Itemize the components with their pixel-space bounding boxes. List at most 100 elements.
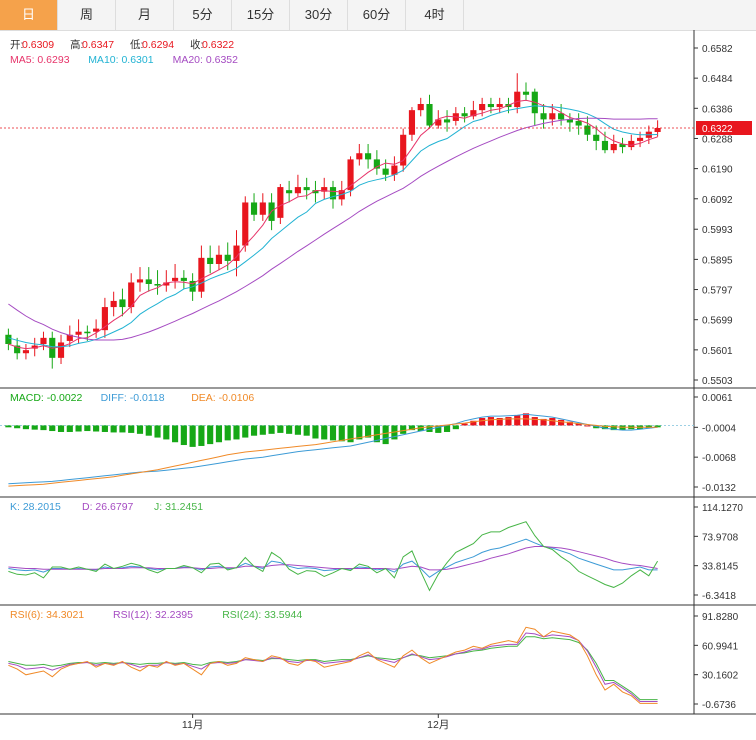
macd-bar	[382, 425, 389, 445]
candle-body	[22, 350, 30, 354]
macd-bar	[461, 423, 468, 426]
tab-6[interactable]: 60分	[348, 0, 406, 30]
candle-body	[233, 245, 240, 261]
candle-body	[400, 134, 407, 166]
kdj-axis-tick-label: 73.9708	[702, 532, 739, 543]
candle-body	[382, 168, 389, 175]
macd-bar	[110, 425, 117, 433]
rsi-axis-tick-label: -0.6736	[702, 700, 736, 711]
legend-kdj-1: D: 26.6797	[82, 501, 134, 513]
candle-body	[408, 110, 416, 135]
candle-body	[496, 104, 503, 108]
candle-body	[101, 307, 108, 331]
candle-body	[540, 113, 547, 120]
macd-axis-tick-label: 0.0061	[702, 393, 733, 404]
macd-bar	[14, 425, 21, 429]
price-axis-tick-label: 0.6190	[702, 165, 733, 176]
macd-bar	[400, 425, 407, 434]
macd-bar	[242, 425, 249, 438]
macd-bar	[224, 425, 231, 441]
price-axis-tick-label: 0.5797	[702, 286, 733, 297]
dea-line	[8, 418, 658, 487]
macd-bar	[479, 417, 486, 426]
legend-macd-2: DEA: -0.0106	[191, 392, 254, 404]
macd-bar	[566, 421, 573, 426]
candle-body	[461, 113, 468, 117]
macd-bar	[207, 425, 214, 445]
ma-legend-1: MA10: 0.6301	[88, 54, 154, 66]
macd-bar	[93, 425, 100, 432]
candle-body	[470, 110, 477, 117]
candle-body	[145, 279, 152, 284]
macd-bar	[163, 425, 170, 440]
legend-rsi-1: RSI(12): 32.2395	[113, 609, 193, 621]
chart[interactable]: 0.6582 0.6484 0.6386 0.6288 0.6190 0.6092 0.59…	[0, 30, 756, 740]
candle-body	[31, 345, 38, 349]
k-line	[8, 538, 658, 578]
candle-body	[110, 300, 117, 308]
candle-body	[128, 282, 135, 308]
candle-body	[426, 104, 433, 126]
macd-bar	[57, 425, 65, 432]
candle-body	[522, 91, 530, 95]
macd-bar	[180, 425, 187, 446]
macd-bar	[356, 425, 363, 440]
candle-body	[549, 113, 556, 120]
ohlc-label-2: 低:	[130, 38, 143, 51]
tab-4[interactable]: 15分	[232, 0, 290, 30]
candle-body	[329, 187, 337, 200]
candle-body	[172, 277, 179, 281]
macd-bar	[259, 425, 266, 435]
rsi-axis-tick-label: 60.9941	[702, 641, 739, 652]
rsi12-line	[8, 632, 658, 702]
macd-bar	[443, 425, 451, 432]
macd-bar	[75, 425, 82, 432]
macd-axis-tick-label: -0.0004	[702, 423, 736, 434]
last-price-tag	[696, 121, 752, 135]
candle-body	[303, 187, 310, 191]
last-price-value: 0.6322	[702, 124, 733, 135]
candle-body	[294, 187, 301, 194]
candle-body	[40, 337, 47, 344]
kdj-axis-tick-label: 114.1270	[702, 503, 743, 514]
tab-1[interactable]: 周	[58, 0, 116, 30]
rsi-axis-tick-label: 30.1602	[702, 671, 739, 682]
candle-body	[57, 342, 65, 358]
tab-7[interactable]: 4时	[406, 0, 464, 30]
macd-bar	[84, 425, 91, 432]
macd-bar	[277, 425, 284, 433]
candle-body	[312, 190, 319, 194]
rsi-axis-tick-label: 91.8280	[702, 612, 739, 623]
ohlc-label-1: 高:	[70, 38, 83, 51]
macd-bar	[408, 425, 416, 431]
price-axis-tick-label: 0.6288	[702, 134, 733, 145]
ohlc-label-3: 收:	[190, 38, 203, 51]
legend-rsi-2: RSI(24): 33.5944	[222, 609, 302, 621]
j-line	[8, 521, 659, 592]
tab-0[interactable]: 日	[0, 0, 58, 30]
macd-bar	[215, 425, 223, 443]
tab-5[interactable]: 30分	[290, 0, 348, 30]
candle-body	[277, 187, 284, 218]
tab-2[interactable]: 月	[116, 0, 174, 30]
candle-body	[654, 128, 661, 132]
tab-3[interactable]: 5分	[174, 0, 232, 30]
candle-body	[593, 134, 600, 141]
macd-bar	[5, 425, 12, 428]
price-axis-tick-label: 0.5699	[702, 316, 733, 327]
macd-bar	[452, 425, 459, 430]
macd-bar	[268, 425, 275, 434]
x-tick-label: 11月	[182, 719, 203, 731]
candle-body	[75, 331, 82, 335]
macd-axis-tick-label: -0.0068	[702, 453, 736, 464]
legend-macd-0: MACD: -0.0022	[10, 392, 83, 404]
price-axis-tick-label: 0.5601	[702, 346, 733, 357]
macd-bar	[119, 425, 126, 433]
macd-bar	[66, 425, 73, 432]
candle-body	[84, 331, 91, 334]
macd-bar	[286, 425, 293, 434]
candle-body	[514, 91, 521, 108]
candle-body	[575, 120, 582, 126]
ma20-line	[8, 117, 658, 341]
candle-body	[286, 190, 293, 194]
